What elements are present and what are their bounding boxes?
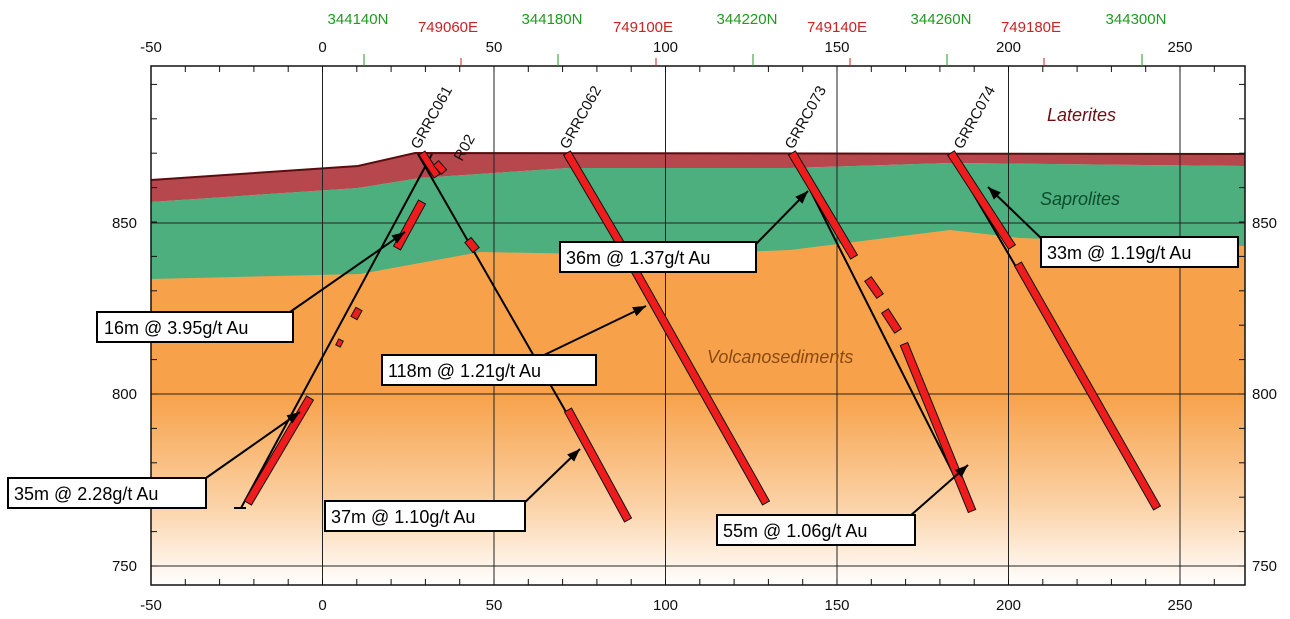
callout-arrow-head: [567, 449, 580, 462]
y-axis-left: 850 800 750: [112, 215, 137, 575]
x-tick-label-top: 0: [318, 39, 326, 56]
callout-arrows: [205, 186, 1044, 517]
laterites-label: Laterites: [1047, 105, 1116, 125]
callout-text-36m: 36m @ 1.37g/t Au: [566, 248, 710, 268]
intercept-bar: [1013, 261, 1162, 511]
x-tick-label-top: 50: [486, 39, 503, 56]
saprolites-label: Saprolites: [1040, 189, 1120, 209]
callout-box-37m: [324, 500, 526, 532]
x-tick-label-top: 150: [824, 39, 849, 56]
callout-arrow-head: [954, 465, 968, 478]
intercept-bar: [787, 150, 859, 260]
northing-label: 344260N: [911, 11, 972, 28]
intercept-bar: [418, 150, 441, 179]
northing-label: 344140N: [328, 11, 389, 28]
callout-arrow-line: [289, 231, 406, 313]
easting-label: 749060E: [418, 19, 478, 36]
northing-labels: 344140N 344180N 344220N 344260N 344300N: [328, 11, 1167, 66]
callout-text-118m: 118m @ 1.21g/t Au: [388, 361, 541, 381]
callout-text-33m: 33m @ 1.19g/t Au: [1047, 243, 1191, 263]
x-tick-label-top: 200: [996, 39, 1021, 56]
callout-arrow-head: [795, 191, 808, 204]
callout-text-16m: 16m @ 3.95g/t Au: [104, 318, 248, 338]
callout-arrow-line: [539, 305, 647, 358]
callout-arrow-head: [988, 187, 1001, 200]
y-tick-label-left: 800: [112, 386, 137, 403]
callout-arrow-head: [632, 306, 646, 317]
hole-label-grrc061: GRRC061: [408, 83, 456, 152]
callout-box-36m: [559, 241, 757, 273]
x-tick-label-bottom: -50: [140, 597, 162, 614]
x-axis-bottom: -50 0 50 100 150 200 250: [140, 597, 1192, 614]
intercept-bar: [464, 236, 480, 254]
northing-label: 344220N: [717, 11, 778, 28]
y-tick-label-right: 750: [1252, 558, 1277, 575]
intercept-bar: [880, 308, 903, 334]
topography-line: [151, 151, 1245, 181]
callout-box-55m: [716, 514, 916, 546]
northing-label: 344180N: [522, 11, 583, 28]
x-tick-label-bottom: 250: [1167, 597, 1192, 614]
x-tick-label-bottom: 50: [486, 597, 503, 614]
callout-arrow-line: [205, 411, 301, 479]
hole-label-grrc073: GRRC073: [782, 83, 830, 152]
callout-box-35m: [7, 477, 207, 509]
x-tick-label-top: 100: [653, 39, 678, 56]
y-tick-label-right: 850: [1252, 215, 1277, 232]
y-tick-label-right: 800: [1252, 386, 1277, 403]
intercept-bar: [335, 338, 344, 348]
y-tick-label-left: 750: [112, 558, 137, 575]
easting-label: 749100E: [613, 19, 673, 36]
easting-label: 749140E: [807, 19, 867, 36]
callout-text-55m: 55m @ 1.06g/t Au: [723, 521, 867, 541]
easting-labels: 749060E 749100E 749140E 749180E: [418, 19, 1061, 66]
callout-arrow-line: [519, 448, 581, 508]
callout-box-16m: [96, 311, 294, 343]
hole-label-grrc062: GRRC062: [557, 83, 605, 152]
easting-label: 749180E: [1001, 19, 1061, 36]
callout-arrow-head: [286, 412, 300, 424]
callout-text-35m: 35m @ 2.28g/t Au: [14, 484, 158, 504]
intercept-callouts: 16m @ 3.95g/t Au 35m @ 2.28g/t Au 118m @…: [7, 236, 1239, 546]
intercept-bar: [243, 395, 315, 506]
x-tick-label-bottom: 150: [824, 597, 849, 614]
intercept-bar: [946, 150, 1017, 250]
northing-label: 344300N: [1106, 11, 1167, 28]
intercept-bar: [392, 199, 427, 251]
x-tick-label-bottom: 200: [996, 597, 1021, 614]
hole-label-grrc074: GRRC074: [951, 83, 999, 152]
intercept-bars: [243, 150, 1162, 523]
intercept-bar: [864, 275, 884, 300]
x-tick-label-bottom: 100: [653, 597, 678, 614]
intercept-bar: [563, 407, 633, 523]
y-tick-label-left: 850: [112, 215, 137, 232]
intercept-bar: [350, 306, 363, 321]
callout-text-37m: 37m @ 1.10g/t Au: [331, 507, 475, 527]
x-tick-label-bottom: 0: [318, 597, 326, 614]
callout-box-33m: [1040, 236, 1239, 268]
x-axis-top: -50 0 50 100 150 200 250: [140, 39, 1192, 56]
x-tick-label-top: 250: [1167, 39, 1192, 56]
trace-grrc073: [791, 153, 973, 512]
grid: [151, 66, 1245, 585]
trace-grrc061: [240, 153, 433, 509]
volcanosediments-label: Volcanosediments: [707, 347, 853, 367]
y-axis-right: 850 800 750: [1252, 215, 1277, 575]
intercept-bar: [432, 159, 448, 176]
x-tick-label-top: -50: [140, 39, 162, 56]
callout-arrow-head: [391, 232, 405, 244]
hole-labels: GRRC061 R02 GRRC062 GRRC073 GRRC074: [408, 83, 999, 164]
callout-box-118m: [381, 354, 597, 386]
